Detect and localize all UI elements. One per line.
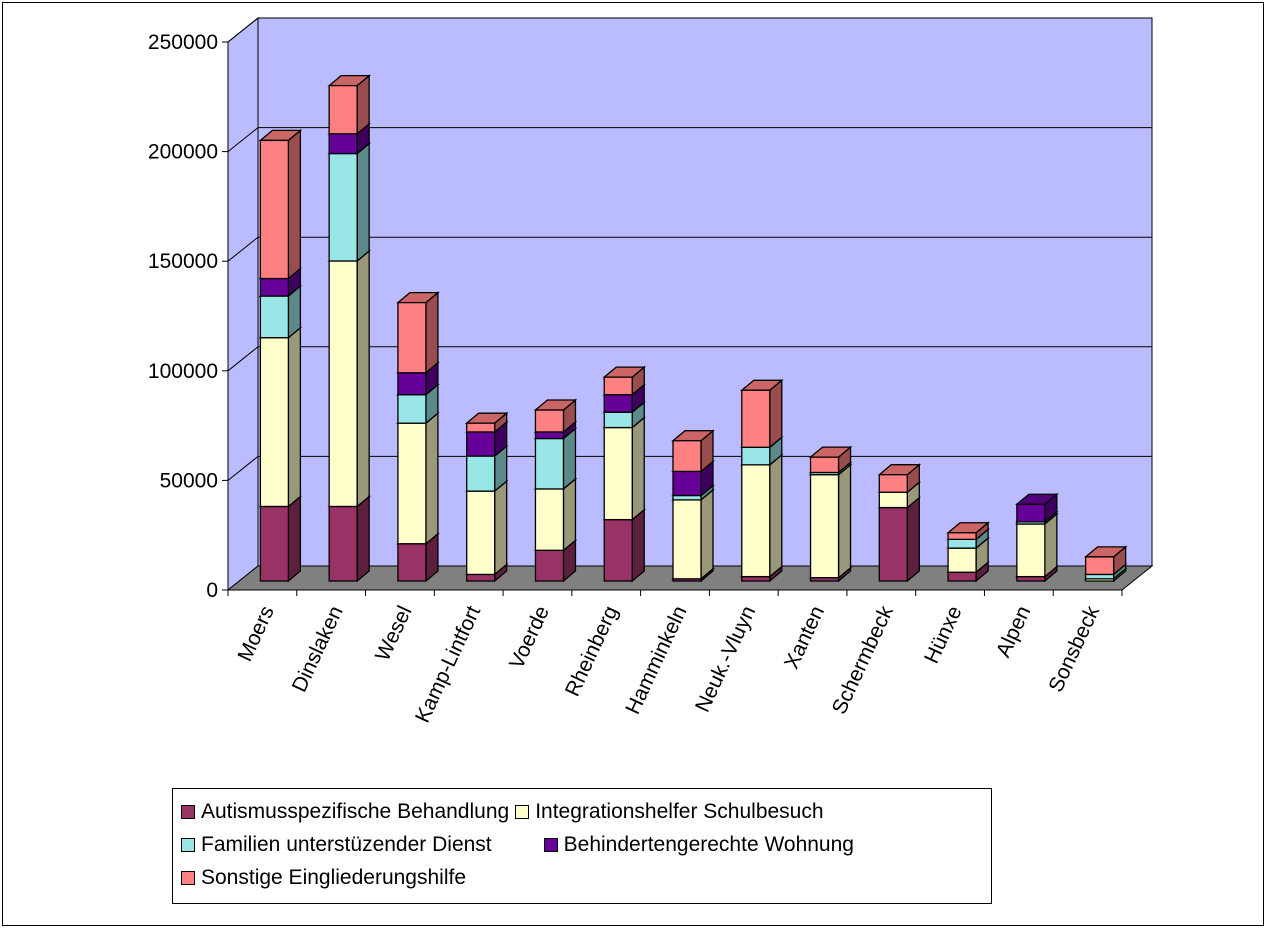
- x-tick-label: Hamminkeln: [621, 602, 691, 717]
- legend-item-wohnung: Behindertengerechte Wohnung: [544, 833, 854, 857]
- y-tick-label: 250000: [148, 31, 218, 54]
- x-tick-label: Rheinberg: [561, 602, 623, 700]
- x-tick-label: Kamp-Lintfort: [411, 602, 485, 726]
- bar-segment: [535, 400, 575, 432]
- y-tick-label: 0: [206, 579, 218, 602]
- bar-segment: [604, 418, 644, 520]
- bar-segment: [673, 490, 713, 579]
- legend-swatch-sonstige: [181, 871, 195, 885]
- x-tick-label: Neuk.-Vluyn: [691, 602, 760, 715]
- y-tick-label: 200000: [148, 141, 218, 164]
- legend: Autismusspezifische Behandlung Integrati…: [172, 788, 992, 904]
- bar-segment: [673, 431, 713, 472]
- x-tick-label: Wesel: [371, 602, 416, 664]
- y-tick-label: 50000: [160, 469, 218, 492]
- bar-segment: [467, 481, 507, 574]
- bar-segment: [260, 328, 300, 507]
- bar-segment: [398, 413, 438, 544]
- bar-segment: [329, 76, 369, 134]
- y-tick-label: 150000: [148, 250, 218, 273]
- bar-segment: [329, 251, 369, 507]
- legend-item-autismus: Autismusspezifische Behandlung: [181, 800, 509, 824]
- bar-segment: [604, 510, 644, 581]
- y-axis-tick-labels: 0 50000 100000 150000 200000 250000: [148, 31, 218, 602]
- legend-item-familien: Familien unterstüzender Dienst: [181, 833, 492, 857]
- bar-segment: [811, 465, 851, 578]
- legend-label-familien: Familien unterstüzender Dienst: [201, 833, 492, 857]
- legend-swatch-integrationshelfer: [515, 805, 529, 819]
- legend-label-sonstige: Sonstige Eingliederungshilfe: [201, 866, 466, 890]
- bar-segment: [329, 144, 369, 261]
- x-tick-label: Hünxe: [920, 602, 966, 667]
- bar-segment: [329, 496, 369, 581]
- legend-swatch-wohnung: [544, 838, 558, 852]
- legend-swatch-familien: [181, 838, 195, 852]
- x-tick-label: Schermbeck: [828, 602, 898, 718]
- legend-item-integrationshelfer: Integrationshelfer Schulbesuch: [515, 800, 823, 824]
- legend-row: Familien unterstüzender Dienst Behindert…: [181, 828, 991, 861]
- legend-swatch-autismus: [181, 805, 195, 819]
- legend-label-integrationshelfer: Integrationshelfer Schulbesuch: [535, 800, 823, 824]
- legend-item-sonstige: Sonstige Eingliederungshilfe: [181, 866, 466, 890]
- legend-label-wohnung: Behindertengerechte Wohnung: [564, 833, 854, 857]
- y-tick-label: 100000: [148, 360, 218, 383]
- bar-segment: [742, 455, 782, 577]
- legend-label-autismus: Autismusspezifische Behandlung: [201, 800, 509, 824]
- legend-row: Sonstige Eingliederungshilfe: [181, 861, 991, 894]
- stacked-bar-chart-3d: 0 50000 100000 150000 200000 250000 Moers Dins…: [0, 0, 1268, 780]
- legend-row: Autismusspezifische Behandlung Integrati…: [181, 795, 991, 828]
- bar-segment: [398, 293, 438, 373]
- bar-segment: [879, 498, 919, 581]
- x-tick-label: Moers: [233, 602, 279, 665]
- bar-segment: [260, 130, 300, 278]
- x-tick-label: Xanten: [780, 602, 829, 672]
- bar-segment: [535, 479, 575, 550]
- bar-segment: [260, 496, 300, 581]
- x-tick-label: Voerde: [505, 602, 554, 672]
- x-tick-label: Dinslaken: [288, 602, 348, 695]
- bar-segment: [742, 380, 782, 447]
- x-tick-label: Alpen: [992, 602, 1036, 660]
- x-tick-label: Sonsbeck: [1044, 602, 1104, 696]
- side-wall: [228, 18, 258, 590]
